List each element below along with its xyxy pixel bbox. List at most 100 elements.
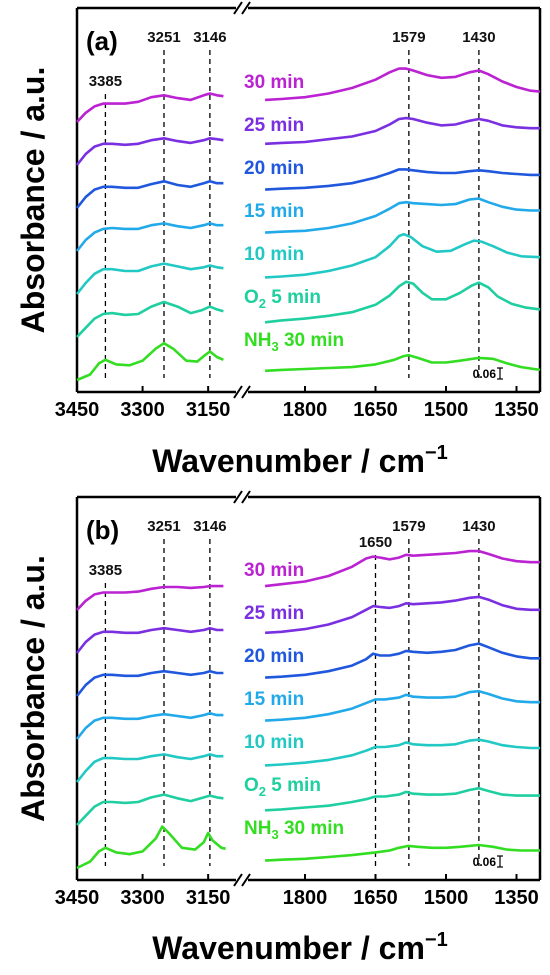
series-line-right (264, 280, 541, 324)
x-tick-label: 3300 (120, 399, 165, 421)
series-line-right (265, 642, 540, 679)
series-line-right (265, 197, 540, 234)
series-1: O2 5 min (76, 280, 541, 338)
x-tick-label: 3450 (55, 887, 100, 909)
series-label: 10 min (244, 244, 304, 265)
x-tick-label: 1350 (494, 399, 539, 421)
peak-marker-label: 3251 (147, 518, 180, 535)
peak-marker-label: 3385 (89, 73, 122, 90)
series-line-right (265, 67, 541, 102)
series-label: 30 min (244, 72, 304, 93)
series-5: 25 min (75, 595, 540, 654)
axis-break-mark (241, 490, 251, 504)
peak-marker-label: 1579 (392, 29, 425, 46)
series-0: NH3 30 min (76, 330, 541, 382)
y-axis-title: Absorbance / a.u. (15, 555, 51, 822)
series-label: 25 min (244, 603, 304, 624)
x-tick-label: 1650 (353, 399, 398, 421)
axis-break-mark (241, 873, 251, 887)
series-line-right (265, 843, 540, 862)
series-line-right (265, 232, 541, 279)
series-line-left (75, 711, 224, 740)
x-tick-label: 3300 (120, 887, 165, 909)
series-label: 30 min (244, 560, 304, 581)
series-label: 15 min (244, 689, 304, 710)
axis-break-mark (233, 385, 243, 399)
series-label: 20 min (244, 158, 304, 179)
peak-marker-label: 1650 (359, 534, 392, 551)
series-label: NH3 30 min (244, 818, 344, 842)
series-line-right (265, 353, 541, 373)
series-label: O2 5 min (244, 775, 321, 799)
series-line-right (265, 168, 540, 191)
series-label: 20 min (244, 646, 304, 667)
x-tick-label: 1500 (424, 887, 469, 909)
series-line-left (75, 180, 224, 209)
series-4: 20 min (75, 642, 540, 697)
series-3: 15 min (75, 197, 540, 252)
peak-marker-label: 3146 (193, 29, 226, 46)
series-line-left (76, 825, 226, 870)
series-line-right (264, 549, 540, 588)
series-label: 10 min (244, 732, 304, 753)
x-axis-title: Wavenumber / cm−1 (152, 929, 447, 966)
series-label: O2 5 min (244, 287, 321, 311)
series-line-left (75, 137, 224, 166)
x-tick-label: 3450 (55, 399, 100, 421)
peak-marker-label: 1430 (462, 518, 495, 535)
axis-break-mark (233, 490, 243, 504)
panel-a: 3450 3300 3150 1800 1650 1500 1350 Wavenumber /… (15, 1, 542, 479)
axis-break-mark (241, 385, 251, 399)
series-line-left (75, 262, 224, 295)
series-label: 25 min (244, 115, 304, 136)
series-line-left (75, 669, 224, 697)
peak-marker-label: 3146 (193, 518, 226, 535)
series-5: 25 min (75, 115, 540, 166)
series-line-left (75, 222, 224, 252)
series-3: 15 min (75, 689, 540, 740)
series-1: O2 5 min (76, 775, 540, 826)
series-line-left (76, 584, 224, 611)
series-label: 15 min (244, 201, 304, 222)
x-ticks: 3450 3300 3150 1800 1650 1500 1350 (55, 874, 539, 909)
series-line-right (265, 595, 540, 635)
x-tick-label: 3150 (186, 887, 231, 909)
series-label: NH3 30 min (244, 330, 344, 354)
series-6: 30 min (76, 549, 540, 611)
x-tick-label: 3150 (186, 399, 231, 421)
peak-marker-label: 1579 (392, 518, 425, 535)
x-ticks: 3450 3300 3150 1800 1650 1500 1350 (55, 386, 539, 421)
peak-marker-label: 1430 (462, 29, 495, 46)
series-line-left (76, 300, 224, 338)
axis-break-mark (233, 1, 243, 15)
series-line-right (265, 689, 540, 722)
series-line-left (76, 92, 224, 123)
axis-break-mark (241, 1, 251, 15)
x-tick-label: 1800 (283, 887, 328, 909)
series-line-left (75, 626, 224, 654)
panel-b: 3450 3300 3150 1800 1650 1500 1350 Wavenumber /… (15, 490, 542, 966)
panel-label: (a) (86, 26, 118, 56)
x-tick-label: 1650 (353, 887, 398, 909)
series-6: 30 min (76, 67, 541, 123)
x-axis-title: Wavenumber / cm−1 (152, 442, 447, 479)
scale-bar-label: 0.06 (473, 367, 497, 381)
series-line-right (265, 738, 540, 767)
series-2: 10 min (75, 732, 540, 783)
x-tick-label: 1500 (424, 399, 469, 421)
panel-label: (b) (86, 515, 119, 545)
axis-break-mark (233, 873, 243, 887)
series-line-right (265, 786, 540, 812)
series-2: 10 min (75, 232, 541, 295)
series-line-left (75, 753, 224, 783)
series-4: 20 min (75, 158, 540, 209)
scale-bar-label: 0.06 (473, 855, 497, 869)
x-tick-label: 1800 (283, 399, 328, 421)
series-line-left (76, 793, 224, 826)
peak-marker-label: 3385 (89, 562, 122, 579)
series-0: NH3 30 min (76, 818, 540, 870)
peak-marker-label: 3251 (147, 29, 180, 46)
x-tick-label: 1350 (494, 887, 539, 909)
